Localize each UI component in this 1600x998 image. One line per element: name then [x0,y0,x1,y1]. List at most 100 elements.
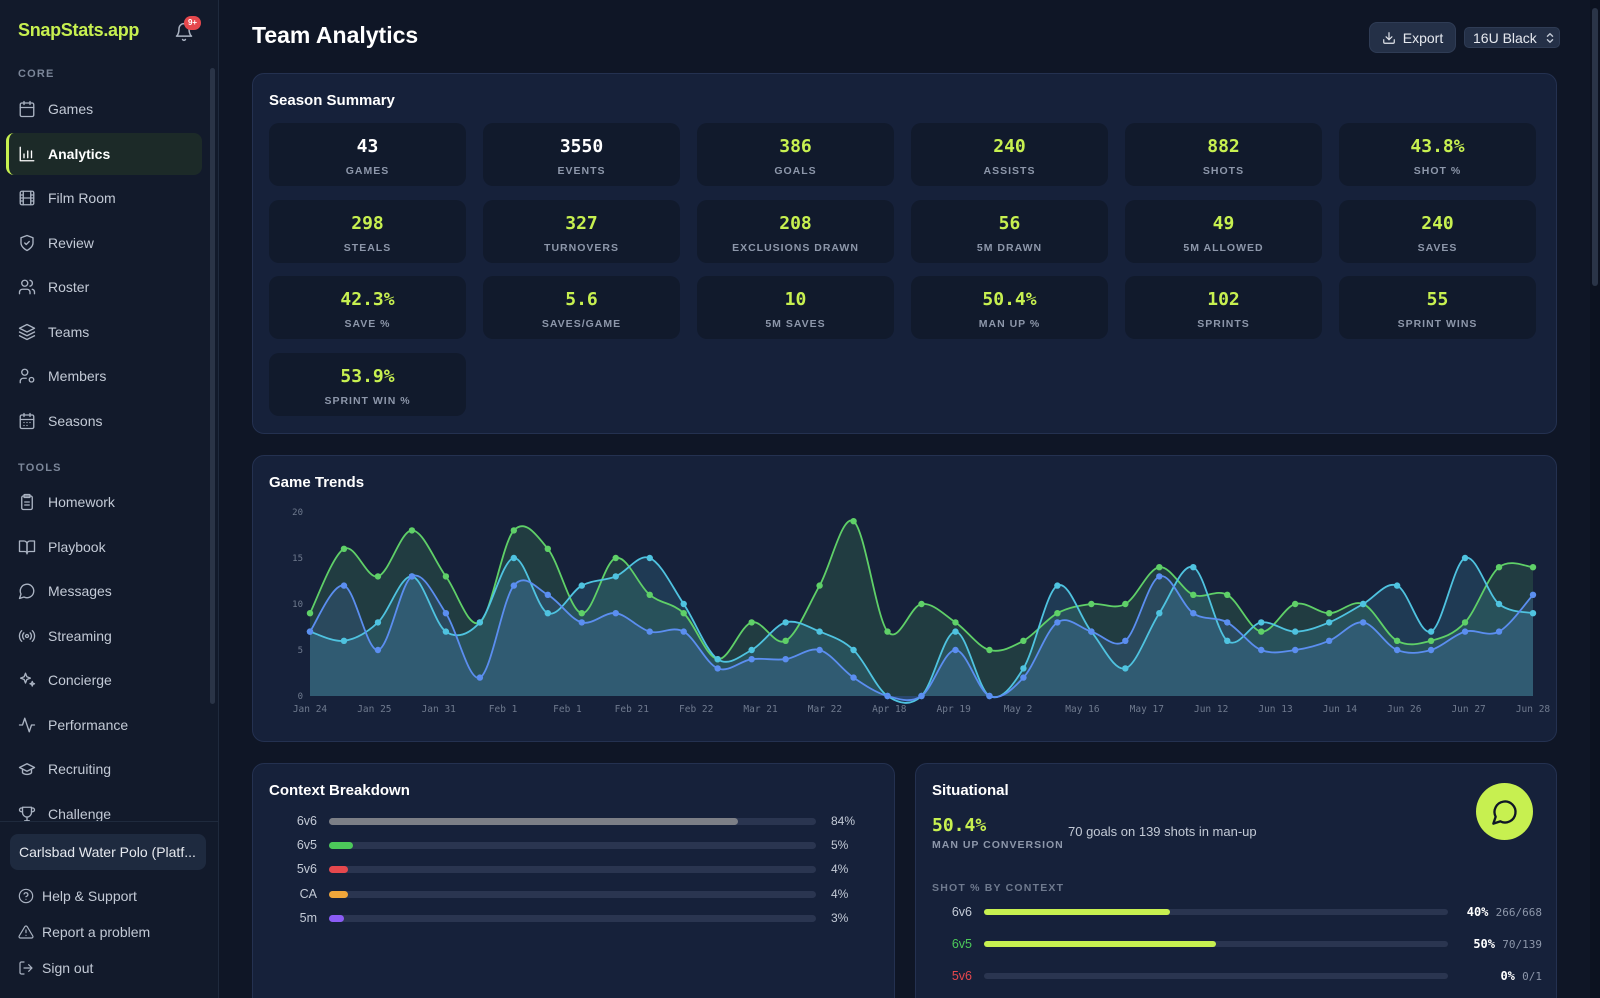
export-button[interactable]: Export [1369,22,1456,53]
sidebar-item-seasons[interactable]: Seasons [6,400,202,442]
bell-icon[interactable] [174,22,194,42]
chat-button[interactable] [1476,783,1533,840]
situational-row-fill [984,909,1170,915]
series-1-point [714,656,721,663]
series-2-point [1495,628,1503,635]
series-2-point [680,628,687,635]
sidebar-divider [0,821,218,822]
context-row-pct: 5% [831,838,849,853]
stat-value: 53.9% [340,365,395,387]
series-0-point [612,554,619,562]
stat-label: SPRINTS [1197,318,1250,330]
stat-assists: 240 ASSISTS [911,123,1108,186]
sidebar-item-teams[interactable]: Teams [6,311,202,353]
x-tick-label: Feb 1 [489,704,518,715]
series-2-point [1359,619,1367,626]
stat-value: 50.4% [982,289,1037,310]
stat-value: 43 [356,136,379,157]
context-row-track [329,866,816,874]
sidebar-item-messages[interactable]: Messages [6,570,202,612]
series-2-point [918,692,925,700]
situational-row-count: 266/668 [1495,906,1542,919]
situational-row-pct: 50% [1473,937,1496,951]
sidebar-item-homework[interactable]: Homework [6,481,202,523]
brand-logo[interactable]: SnapStats.app [18,20,140,40]
series-0-point [374,573,382,580]
sidebar-item-performance[interactable]: Performance [6,704,202,746]
series-0-point [1258,628,1265,635]
sidebar-item-concierge[interactable]: Concierge [6,659,202,701]
stat-label: ASSISTS [983,165,1036,177]
sidebar-item-label: Members [48,368,107,384]
sparkles-icon [19,672,36,687]
stat-label: SPRINT WIN % [324,394,411,407]
series-2-point [714,665,721,672]
x-tick-label: May 16 [1065,704,1100,715]
team-select[interactable]: 16U Black [1464,27,1560,48]
x-tick-label: Mar 22 [808,704,842,715]
stat-label: TURNOVERS [544,241,619,254]
footer-link-help-support[interactable]: Help & Support [18,888,137,904]
sidebar-item-challenge[interactable]: Challenge [6,793,202,835]
film-icon [19,190,35,206]
context-row-6v6: 6v6 84% [269,814,869,830]
stat-exclusions-drawn: 208 EXCLUSIONS DRAWN [697,199,894,263]
org-switcher[interactable]: Carlsbad Water Polo (Platf... [10,834,206,870]
situational-row-value: 40% 266/668 [1467,905,1542,919]
stat-events: 3550 EVENTS [483,123,680,186]
series-0-line [309,519,1534,661]
stat-shots: 882 SHOTS [1125,123,1322,186]
season-summary-title: Season Summary [269,92,395,109]
log-out-icon [19,961,33,975]
x-tick-label: May 17 [1130,704,1164,715]
sidebar-item-review[interactable]: Review [6,222,202,264]
stat-value: 298 [351,212,384,234]
situational-row-5v6: 5v6 0% 0/1 [932,969,1542,985]
series-2-point [1190,610,1197,617]
situational-row-fill [984,941,1216,947]
stat-goals: 386 GOALS [697,123,894,186]
sidebar-item-analytics[interactable]: Analytics [6,132,202,175]
series-2-point [374,646,382,654]
sidebar-item-playbook[interactable]: Playbook [6,526,202,568]
sidebar-item-games[interactable]: Games [6,88,202,130]
context-row-pct: 3% [831,910,849,925]
series-1-point [816,628,823,635]
sidebar-item-roster[interactable]: Roster [6,266,202,308]
y-tick-label: 10 [292,600,303,610]
context-row-pct: 84% [831,814,856,828]
footer-link-report-a-problem[interactable]: Report a problem [18,924,150,940]
section-label-tools: TOOLS [18,462,62,474]
sidebar-item-film-room[interactable]: Film Room [6,177,202,219]
sidebar-item-streaming[interactable]: Streaming [6,615,202,657]
graduation-cap-icon [18,763,36,776]
context-row-track [329,914,816,922]
series-0-point [1054,610,1061,617]
series-1-point [1359,600,1367,608]
sidebar-item-label: Challenge [48,805,112,822]
situational-card: Situational 50.4% MAN UP CONVERSION 70 g… [915,763,1557,998]
context-row-fill [329,866,349,874]
series-1-point [1529,610,1537,617]
man-up-detail: 70 goals on 139 shots in man-up [1068,824,1257,839]
main-scrollbar-thumb[interactable] [1592,8,1598,286]
series-2-line [309,574,1534,702]
sidebar-item-label: Analytics [48,145,111,162]
sidebar-item-recruiting[interactable]: Recruiting [6,748,202,790]
stat-sprint-wins: 55 SPRINT WINS [1339,276,1536,339]
footer-link-sign-out[interactable]: Sign out [18,960,93,976]
series-2-point [1224,619,1231,626]
context-row-pct: 4% [831,862,849,877]
series-2-point [884,692,891,700]
series-2-point [1122,637,1129,644]
series-2-point [748,656,755,663]
x-tick-label: Jun 27 [1451,704,1485,715]
context-row-label: 5m [299,910,317,925]
series-0-point [1393,637,1401,644]
context-breakdown-card: Context Breakdown 6v6 84% 6v5 5% 5v6 4% CA 4% 5m… [252,763,895,998]
x-tick-label: Feb 1 [553,704,582,715]
situational-row-count: 0/1 [1522,970,1542,983]
sidebar-item-members[interactable]: Members [6,355,202,397]
sidebar-scrollbar[interactable] [210,68,215,704]
series-1-point [1325,619,1333,626]
